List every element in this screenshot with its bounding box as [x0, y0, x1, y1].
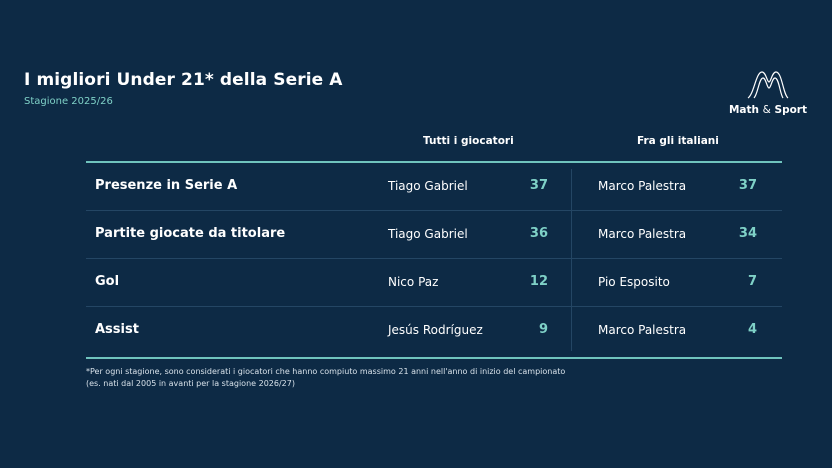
page-title: I migliori Under 21* della Serie A — [24, 70, 343, 90]
italian-player-name: Pio Esposito — [598, 275, 670, 289]
metric-label: Presenze in Serie A — [95, 178, 238, 193]
column-header-italians: Fra gli italiani — [637, 135, 719, 147]
brand-logo: Math & Sport — [722, 68, 814, 116]
all-player-name: Tiago Gabriel — [388, 179, 468, 193]
italian-player-value: 34 — [738, 226, 757, 241]
column-header-all-players: Tutti i giocatori — [423, 135, 514, 147]
footnote: *Per ogni stagione, sono considerati i g… — [86, 366, 565, 389]
all-player-value: 12 — [529, 274, 548, 289]
table-row-assist: Assist Jesús Rodríguez 9 Marco Palestra … — [86, 307, 782, 355]
metric-label: Gol — [95, 274, 120, 289]
stats-table: Presenze in Serie A Tiago Gabriel 37 Mar… — [86, 161, 782, 359]
row-divider — [86, 306, 782, 307]
metric-label: Partite giocate da titolare — [95, 226, 286, 241]
italian-player-name: Marco Palestra — [598, 179, 687, 193]
footnote-line-1: *Per ogni stagione, sono considerati i g… — [86, 367, 566, 376]
page-subtitle: Stagione 2025/26 — [24, 96, 113, 107]
row-divider — [86, 258, 782, 259]
brand-name: Math & Sport — [728, 104, 808, 116]
italian-player-value: 37 — [738, 178, 757, 193]
footnote-line-2: (es. nati dal 2005 in avanti per la stag… — [86, 378, 295, 388]
italian-player-value: 4 — [747, 322, 757, 337]
all-player-value: 36 — [529, 226, 548, 241]
row-divider — [86, 210, 782, 211]
all-player-value: 37 — [529, 178, 548, 193]
column-separator — [571, 169, 572, 351]
italian-player-name: Marco Palestra — [598, 323, 687, 337]
italian-player-value: 7 — [747, 274, 757, 289]
italian-player-name: Marco Palestra — [598, 227, 687, 241]
table-row-presenze: Presenze in Serie A Tiago Gabriel 37 Mar… — [86, 163, 782, 211]
all-player-name: Tiago Gabriel — [388, 227, 468, 241]
metric-label: Assist — [95, 322, 139, 337]
table-row-gol: Gol Nico Paz 12 Pio Esposito 7 — [86, 259, 782, 307]
all-player-value: 9 — [538, 322, 548, 337]
all-player-name: Nico Paz — [388, 275, 439, 289]
table-row-titolare: Partite giocate da titolare Tiago Gabrie… — [86, 211, 782, 259]
mountain-peaks-icon — [747, 71, 789, 99]
all-player-name: Jesús Rodríguez — [388, 323, 483, 337]
